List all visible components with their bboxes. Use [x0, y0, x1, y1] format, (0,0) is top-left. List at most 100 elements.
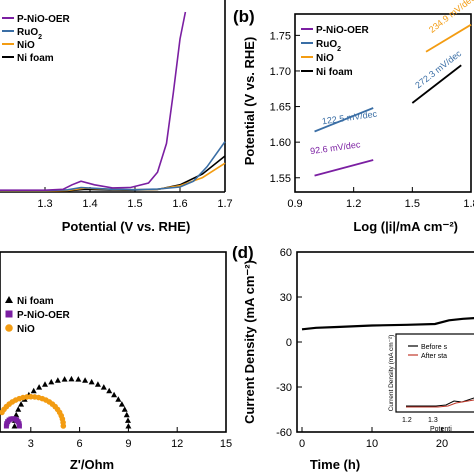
- panel-d-ticks: 010203060300-30-60: [276, 247, 448, 450]
- panel-b: (b) 0.9 1.2 1.5 1.8 1.55 1.60 1.65 1.70 1.75 92.…: [233, 0, 474, 234]
- panel-a-xtick-label: 1.3: [37, 198, 52, 210]
- panel-c-legend-label: Ni foam: [17, 296, 54, 307]
- panel-a-series: [0, 11, 226, 193]
- panel-c-xtick-label: 15: [220, 438, 232, 450]
- inset-xtick-label: 1.2: [402, 417, 412, 424]
- panel-b-slope-annotation: 92.6 mV/dec: [310, 139, 362, 156]
- panel-c-point: [54, 377, 61, 383]
- panel-b-fit-line: [425, 23, 472, 53]
- panel-c-xtick-label: 3: [28, 438, 34, 450]
- panel-b-label: (b): [233, 7, 255, 26]
- panel-d-ytick-label: 0: [286, 337, 292, 349]
- panel-b-slope-annotation: 122.5 mV/dec: [321, 109, 378, 127]
- panel-c-point: [100, 384, 107, 390]
- panel-c-point: [121, 406, 128, 412]
- panel-b-xtick-label: 1.8: [463, 198, 474, 210]
- panel-d-series-line: [301, 317, 474, 331]
- panel-b-series: [314, 23, 472, 177]
- panel-a-xtick-label: 1.7: [217, 198, 232, 210]
- panel-a-xtick-label: 1.6: [172, 198, 187, 210]
- panel-c-legend-label: P-NiO-OER: [17, 310, 71, 321]
- panel-c-point: [42, 381, 49, 387]
- panel-a-xlabel: Potential (V vs. RHE): [62, 219, 191, 234]
- panel-b-frame: [294, 13, 472, 193]
- panel-c-point: [123, 411, 130, 418]
- panel-d-ytick-label: -60: [276, 427, 292, 439]
- panel-d-ytick-label: 60: [280, 247, 292, 259]
- panel-b-xtick-label: 0.9: [287, 198, 302, 210]
- panel-d-xtick-label: 10: [366, 438, 378, 450]
- panel-d-series: [301, 317, 474, 331]
- panel-c-xtick-label: 6: [77, 438, 83, 450]
- panel-c-legend-marker: [5, 296, 13, 303]
- panel-c-point: [106, 387, 113, 394]
- inset-after-line: [406, 399, 474, 408]
- panel-c-point: [48, 378, 55, 385]
- panel-b-fit-line: [314, 107, 374, 133]
- panel-c-point: [125, 423, 132, 429]
- panel-d-ylabel: Current Density (mA cm⁻²): [242, 260, 257, 424]
- panel-a-series-line: [0, 155, 226, 193]
- panel-c-ticks: 3 6 9 12 15: [28, 427, 232, 450]
- panel-d-inset: Before s After sta 1.2 1.3 Potenti Current De…: [388, 333, 474, 433]
- panel-d-xlabel: Time (h): [310, 457, 360, 472]
- panel-c-xlabel: Z'/Ohm: [70, 457, 114, 472]
- panel-b-xtick-label: 1.2: [346, 198, 361, 210]
- panel-d-xtick-label: 20: [436, 438, 448, 450]
- panel-c-point: [11, 423, 18, 429]
- inset-legend-label: Before s: [421, 344, 448, 351]
- panel-a-legend-label: RuO2: [17, 27, 42, 41]
- panel-c-point: [16, 423, 22, 429]
- panel-a-xtick-label: 1.5: [127, 198, 142, 210]
- panel-c-point: [115, 396, 122, 402]
- panel-c-point: [82, 377, 89, 383]
- panel-c-point: [111, 391, 118, 398]
- panel-c-xtick-label: 12: [171, 438, 183, 450]
- panel-d-label: (d): [232, 243, 254, 262]
- panel-d-ytick-label: 30: [280, 292, 292, 304]
- panel-b-fit-line: [314, 159, 374, 177]
- panel-a-series-line: [0, 141, 226, 192]
- panel-d: (d) 010203060300-30-60 Time (h) Current …: [232, 243, 474, 472]
- panel-c-point: [75, 376, 82, 382]
- panel-c-point: [118, 401, 125, 407]
- panel-b-slope-annotation: 234.9 mV/dec: [427, 0, 474, 35]
- panel-b-xtick-label: 1.5: [405, 198, 420, 210]
- panel-c-legend-marker: [5, 310, 13, 318]
- panel-c-legend: Ni foam P-NiO-OER NiO: [5, 296, 71, 335]
- panel-c-frame: [0, 251, 227, 433]
- panel-b-xlabel: Log (|i|/mA cm⁻²): [353, 219, 458, 234]
- panel-b-ytick-label: 1.65: [270, 102, 291, 114]
- panel-b-ytick-label: 1.60: [270, 137, 291, 149]
- panel-a-legend-label: NiO: [17, 40, 35, 51]
- panel-c-point: [68, 375, 75, 382]
- panel-a-legend-label: P-NiO-OER: [17, 14, 71, 25]
- panel-b-ytick-label: 1.75: [270, 30, 291, 42]
- inset-legend-label: After sta: [421, 353, 447, 360]
- panel-c-point: [36, 384, 43, 390]
- panel-c-point: [88, 378, 95, 385]
- inset-xtick-label: 1.3: [428, 417, 438, 424]
- inset-ylabel: Current Density (mA cm⁻²): [388, 335, 395, 412]
- panel-c-point: [124, 417, 131, 423]
- inset-frame: [395, 333, 474, 413]
- panel-b-ticks: 0.9 1.2 1.5 1.8 1.55 1.60 1.65 1.70 1.75: [270, 30, 474, 210]
- panel-c-point: [13, 411, 20, 418]
- panel-c-point: [61, 376, 68, 382]
- panel-c-point: [60, 423, 67, 429]
- panel-a-legend-label: Ni foam: [17, 53, 54, 64]
- panel-c-point: [15, 406, 22, 412]
- panel-a-series-line: [0, 11, 187, 191]
- inset-xlabel: Potenti: [430, 426, 452, 433]
- panel-c-legend-marker: [5, 324, 13, 332]
- panel-c-series: [0, 375, 132, 429]
- panel-b-ytick-label: 1.55: [270, 173, 291, 185]
- panel-b-ylabel: Potential (V vs. RHE): [242, 37, 257, 166]
- panel-b-legend-label: Ni foam: [316, 67, 353, 78]
- panel-b-legend-label: NiO: [316, 53, 334, 64]
